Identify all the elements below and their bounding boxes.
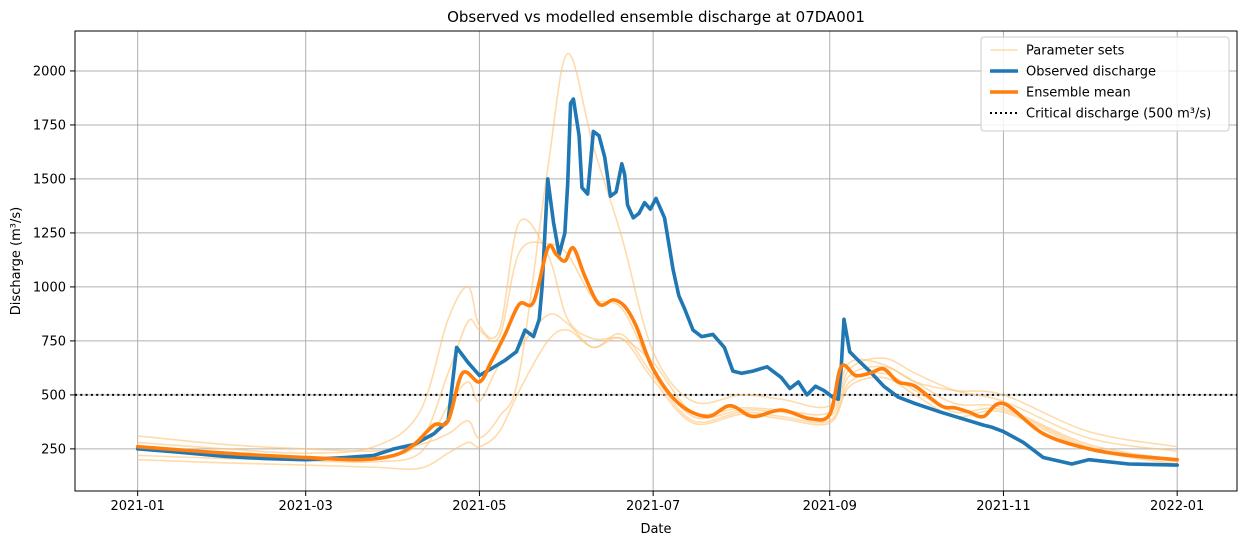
x-tick-label: 2021-01: [110, 499, 164, 514]
parameter-set-line: [137, 329, 1178, 471]
legend-entry-observed-discharge: Observed discharge: [990, 65, 1156, 80]
x-axis-label: Date: [640, 522, 671, 537]
legend-entry-parameter-sets: Parameter sets: [990, 44, 1125, 59]
main-series-layer: [135, 97, 1179, 467]
y-tick-label: 2000: [33, 64, 66, 79]
legend-frame: [980, 36, 1230, 132]
parameter-set-line: [137, 218, 1178, 455]
y-axis-label: Discharge (m³/s): [9, 207, 24, 315]
legend: Parameter sets Observed discharge Ensemble…: [980, 36, 1230, 132]
legend-label: Parameter sets: [1026, 44, 1125, 59]
x-tick-label: 2021-09: [803, 499, 857, 514]
x-axis: 2021-01 2021-03 2021-05 2021-07 2021-09 2021-…: [110, 491, 1204, 514]
legend-entry-ensemble-mean: Ensemble mean: [990, 86, 1131, 101]
y-tick-label: 750: [41, 334, 66, 349]
x-tick-label: 2021-11: [976, 499, 1030, 514]
x-tick-label: 2021-05: [452, 499, 506, 514]
ensemble-mean-line: [135, 243, 1179, 462]
x-tick-label: 2021-07: [626, 499, 680, 514]
y-tick-label: 500: [41, 388, 66, 403]
x-tick-label: 2022-01: [1150, 499, 1204, 514]
x-tick-label: 2021-03: [279, 499, 333, 514]
y-tick-label: 1500: [33, 172, 66, 187]
y-tick-label: 250: [41, 442, 66, 457]
legend-label: Critical discharge (500 m³/s): [1026, 107, 1211, 122]
legend-label: Ensemble mean: [1026, 86, 1131, 101]
plot-frame: [74, 30, 1238, 492]
y-tick-label: 1750: [33, 118, 66, 133]
legend-label: Observed discharge: [1026, 65, 1156, 80]
legend-entry-critical-discharge: Critical discharge (500 m³/s): [990, 107, 1211, 122]
y-axis: 250 500 750 1000 1250 1500 1750 2000: [33, 64, 75, 457]
y-tick-label: 1000: [33, 280, 66, 295]
y-tick-label: 1250: [33, 226, 66, 241]
parameter-set-line: [137, 313, 1178, 464]
chart-title: Observed vs modelled ensemble discharge …: [447, 8, 865, 26]
